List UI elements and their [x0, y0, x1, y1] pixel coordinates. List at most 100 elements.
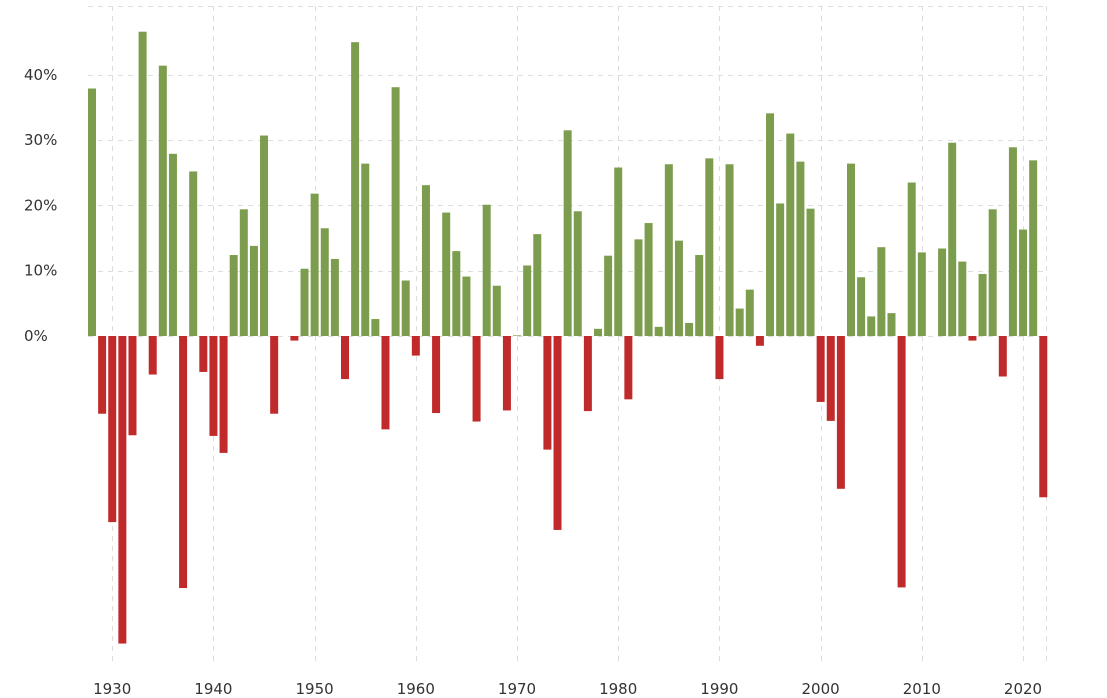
bar-1972 — [533, 234, 542, 336]
bar-1943 — [239, 209, 248, 336]
y-tick-label: 10% — [24, 262, 57, 280]
y-tick-label: 30% — [24, 131, 57, 149]
x-tick-label: 1990 — [700, 680, 738, 698]
bar-1960 — [411, 336, 420, 356]
bar-1956 — [371, 319, 380, 336]
bar-1954 — [351, 42, 360, 337]
bar-1983 — [644, 223, 653, 336]
bar-1940 — [209, 336, 218, 436]
bar-1966 — [472, 336, 481, 422]
bar-1974 — [553, 336, 562, 530]
x-tick-label: 2020 — [1004, 680, 1042, 698]
x-tick-label: 1970 — [498, 680, 536, 698]
bar-2007 — [887, 313, 896, 336]
bar-2006 — [877, 247, 886, 336]
bar-1936 — [168, 153, 177, 336]
x-tick-label: 2010 — [903, 680, 941, 698]
bar-1982 — [634, 239, 643, 336]
y-tick-label: 40% — [24, 66, 57, 84]
bar-1969 — [502, 336, 511, 411]
bar-1989 — [705, 158, 714, 336]
bar-1994 — [755, 336, 764, 346]
bar-2001 — [826, 336, 835, 421]
bar-1961 — [421, 185, 430, 336]
bar-1990 — [715, 336, 724, 380]
bar-1986 — [674, 240, 683, 336]
bar-1965 — [462, 276, 471, 336]
x-tick-label: 1940 — [194, 680, 232, 698]
bar-1975 — [563, 130, 572, 336]
bar-2002 — [836, 336, 845, 489]
bar-1949 — [300, 268, 309, 336]
y-tick-label: 20% — [24, 196, 57, 214]
bar-1934 — [148, 336, 157, 375]
bar-1993 — [745, 289, 754, 336]
bar-1968 — [492, 285, 501, 336]
bar-1963 — [442, 212, 451, 336]
bar-1931 — [118, 336, 127, 644]
bar-1953 — [341, 336, 349, 380]
x-tick-label: 1930 — [93, 680, 131, 698]
bar-1979 — [604, 255, 613, 336]
bar-2018 — [998, 336, 1007, 377]
bar-1948 — [290, 336, 299, 341]
bar-2010 — [917, 252, 926, 336]
x-axis-ticks: 1930 1940 1950 1960 1970 1980 1990 2000 2010 2020 — [93, 680, 1042, 698]
x-tick-label: 1950 — [296, 680, 334, 698]
bar-1941 — [219, 336, 228, 453]
x-tick-label: 1960 — [397, 680, 435, 698]
bar-2022 — [1039, 336, 1048, 498]
bar-2015 — [968, 336, 977, 341]
bar-1932 — [128, 336, 137, 436]
bar-1992 — [735, 308, 744, 336]
bar-1942 — [229, 255, 238, 336]
bar-2020 — [1019, 229, 1028, 336]
bar-1958 — [391, 87, 400, 337]
bar-2008 — [897, 336, 906, 588]
x-tick-label: 2000 — [802, 680, 840, 698]
bar-1952 — [330, 258, 339, 336]
bar-1988 — [695, 255, 704, 336]
bar-1946 — [270, 336, 279, 414]
bar-1985 — [664, 164, 673, 336]
bar-1944 — [249, 245, 258, 336]
bar-2021 — [1029, 160, 1038, 336]
bar-1939 — [199, 336, 208, 372]
bar-2013 — [948, 142, 957, 336]
bar-2000 — [816, 336, 825, 402]
y-axis-ticks: 40% 30% 20% 10% 0% — [24, 66, 57, 345]
bar-1962 — [432, 336, 441, 414]
bar-1951 — [320, 228, 329, 336]
bar-2009 — [907, 182, 916, 336]
bar-2014 — [958, 261, 967, 336]
bar-1973 — [543, 336, 552, 450]
bar-1950 — [310, 193, 319, 336]
bar-1959 — [401, 280, 410, 337]
bar-2003 — [847, 163, 855, 336]
bar-1933 — [138, 31, 147, 336]
bar-1970 — [513, 335, 522, 336]
bar-1984 — [654, 326, 663, 336]
bar-1937 — [179, 336, 188, 589]
x-tick-label: 1980 — [599, 680, 637, 698]
bar-1928 — [88, 88, 96, 336]
bar-1977 — [583, 336, 592, 412]
bar-1999 — [806, 208, 815, 336]
bar-1935 — [158, 65, 167, 336]
bar-2017 — [988, 209, 997, 336]
bar-1987 — [685, 322, 694, 336]
y-tick-label: 0% — [24, 327, 48, 345]
bar-2005 — [867, 316, 876, 336]
bar-1964 — [452, 251, 461, 336]
bar-1957 — [381, 336, 390, 430]
bars-layer — [88, 31, 1048, 644]
bar-1929 — [98, 336, 107, 414]
bar-1996 — [776, 203, 785, 336]
bar-1978 — [594, 328, 602, 336]
bar-2004 — [857, 277, 866, 336]
bar-2019 — [1008, 147, 1017, 336]
bar-1930 — [108, 336, 117, 523]
bar-1971 — [523, 265, 532, 336]
